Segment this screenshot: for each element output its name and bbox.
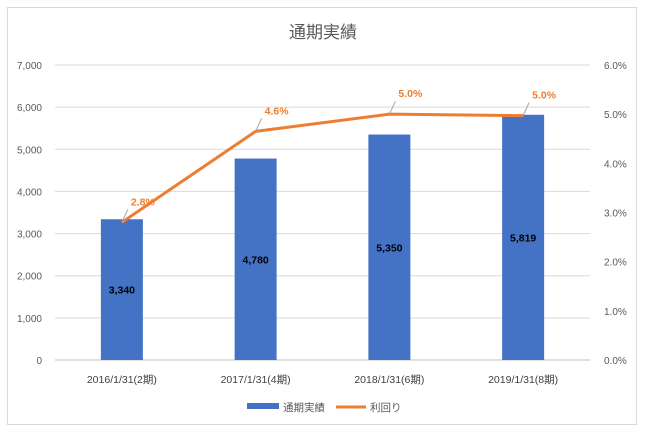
legend-label: 利回り [370,402,402,414]
line-data-label: 4.6% [265,105,290,117]
left-axis-tick-label: 6,000 [17,103,42,114]
right-axis-tick-label: 3.0% [604,209,627,220]
line-data-label: 5.0% [532,90,557,102]
left-axis-ticks: 0 1,000 2,000 3,000 4,000 5,000 6,000 7,000 [17,61,42,367]
right-axis-tick-label: 2.0% [604,258,627,269]
x-axis-tick-label: 2016/1/31(2期) [87,374,157,386]
right-axis-tick-label: 5.0% [604,110,627,121]
right-axis-tick-label: 4.0% [604,159,627,170]
left-axis-tick-label: 3,000 [17,230,42,241]
left-axis-tick-label: 7,000 [17,61,42,72]
left-axis-tick-label: 4,000 [17,187,42,198]
leader-line [388,100,396,115]
leader-line [255,118,263,132]
bar [100,219,143,360]
bar [368,134,411,360]
left-axis-tick-label: 1,000 [17,314,42,325]
right-axis-tick-label: 0.0% [604,356,627,367]
legend-label: 通期実績 [283,401,325,414]
left-axis-tick-label: 5,000 [17,145,42,156]
x-axis-tick-label: 2018/1/31(6期) [354,374,424,386]
line-data-label: 2.8% [131,196,156,208]
right-axis-tick-label: 6.0% [604,61,627,72]
bar [502,114,545,360]
x-axis-tick-label: 2017/1/31(4期) [221,374,291,386]
bar-series: 3,340 4,780 5,350 5,819 [100,114,545,360]
right-axis-ticks: 0.0% 1.0% 2.0% 3.0% 4.0% 5.0% 6.0% [604,61,627,367]
line-series: 2.8% 4.6% 5.0% 5.0% [121,88,557,224]
x-axis-tick-label: 2019/1/31(8期) [488,374,558,386]
line-data-label: 5.0% [398,88,423,100]
x-axis-ticks: 2016/1/31(2期) 2017/1/31(4期) 2018/1/31(6期) 2… [87,374,558,386]
right-axis-tick-label: 1.0% [604,307,627,318]
legend: 通期実績 利回り [247,401,402,414]
line-path [121,112,524,224]
left-axis-tick-label: 2,000 [17,272,42,283]
bar-data-label: 5,350 [376,242,402,254]
bar [234,158,277,360]
bar-data-label: 4,780 [242,254,268,266]
leader-line [121,209,129,223]
leader-line [522,102,530,116]
bar-data-label: 5,819 [510,232,536,244]
legend-swatch-bar [247,403,279,409]
left-axis-tick-label: 0 [36,356,42,367]
gridlines [55,64,590,361]
chart-title: 通期実績 [289,23,357,43]
bar-data-label: 3,340 [109,285,135,297]
